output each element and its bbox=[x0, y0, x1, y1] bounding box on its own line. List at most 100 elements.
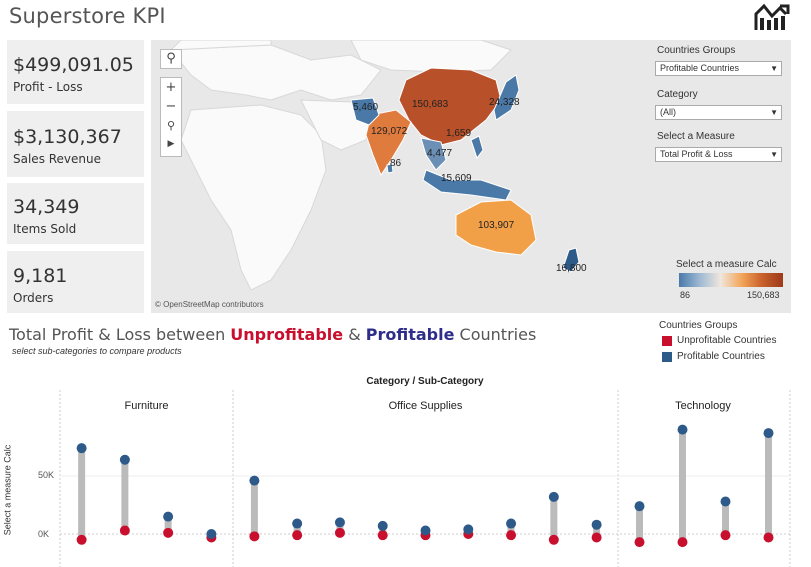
section-subtitle: select sub-categories to compare product… bbox=[12, 346, 182, 356]
groups-legend-profitable[interactable]: Profitable Countries bbox=[677, 351, 765, 362]
category-technology: Technology bbox=[675, 400, 731, 412]
category-furniture: Furniture bbox=[124, 400, 169, 412]
chevron-down-icon: ▼ bbox=[770, 64, 778, 73]
profitable-point bbox=[377, 520, 388, 531]
category-label: Category bbox=[657, 89, 698, 100]
title-profitable: Profitable bbox=[365, 325, 455, 344]
kpi-value: 34,349 bbox=[13, 196, 80, 218]
unprofitable-point bbox=[506, 530, 517, 541]
title-unprofitable: Unprofitable bbox=[230, 325, 344, 344]
y-tick-0k: 0K bbox=[38, 529, 50, 539]
kpi-label: Orders bbox=[13, 291, 54, 305]
unprofitable-point bbox=[548, 534, 559, 545]
profitable-point bbox=[249, 475, 260, 486]
map-label-china: 150,683 bbox=[412, 99, 449, 110]
unprofitable-point bbox=[720, 530, 731, 541]
profitable-point bbox=[548, 491, 559, 502]
category-dropdown[interactable]: (All) ▼ bbox=[655, 105, 782, 120]
profitable-point bbox=[206, 529, 217, 539]
kpi-label: Items Sold bbox=[13, 222, 77, 236]
map-legend-max: 150,683 bbox=[747, 290, 780, 300]
groups-legend-title: Countries Groups bbox=[659, 320, 738, 331]
groups-legend-unprofitable[interactable]: Unprofitable Countries bbox=[677, 335, 777, 346]
zoom-out-icon[interactable]: − bbox=[165, 99, 177, 114]
play-icon[interactable]: ▶ bbox=[167, 139, 175, 149]
section-title: Total Profit & Loss between Unprofitable… bbox=[9, 325, 536, 344]
dropdown-value: (All) bbox=[660, 107, 676, 117]
kpi-orders: 9,181 Orders bbox=[7, 251, 144, 313]
map-label-sri-lanka: 86 bbox=[390, 158, 402, 169]
profitable-point bbox=[720, 496, 731, 507]
chart-logo-icon bbox=[754, 3, 790, 30]
map-search-button[interactable]: ⚲ bbox=[160, 49, 182, 69]
unprofitable-point bbox=[591, 532, 602, 543]
kpi-label: Sales Revenue bbox=[13, 152, 102, 166]
countries-groups-label: Countries Groups bbox=[657, 45, 736, 56]
kpi-items-sold: 34,349 Items Sold bbox=[7, 183, 144, 244]
profitable-point bbox=[763, 428, 774, 439]
kpi-value: 9,181 bbox=[13, 265, 68, 287]
chevron-down-icon: ▼ bbox=[770, 150, 778, 159]
world-map[interactable] bbox=[151, 40, 791, 313]
map-label-australia: 103,907 bbox=[478, 220, 515, 231]
title-amp: & bbox=[343, 325, 366, 344]
profitable-point bbox=[677, 424, 688, 435]
unprofitable-point bbox=[763, 532, 774, 543]
countries-groups-dropdown[interactable]: Profitable Countries ▼ bbox=[655, 61, 782, 76]
kpi-value: $499,091.05 bbox=[13, 54, 134, 76]
unprofitable-point bbox=[634, 537, 645, 548]
map-label-japan: 24,328 bbox=[489, 97, 520, 108]
map-label-new-zealand: 16,800 bbox=[556, 263, 587, 274]
y-tick-50k: 50K bbox=[38, 470, 55, 480]
profitable-point bbox=[634, 501, 645, 512]
zoom-in-icon[interactable]: + bbox=[165, 80, 177, 95]
dashboard-title: Superstore KPI bbox=[9, 4, 166, 28]
kpi-value: $3,130,367 bbox=[13, 126, 122, 148]
profitable-swatch[interactable] bbox=[662, 352, 672, 362]
profitable-point bbox=[334, 517, 345, 528]
unprofitable-point bbox=[76, 534, 87, 545]
pin-icon[interactable]: ⚲ bbox=[166, 119, 176, 132]
map-legend-min: 86 bbox=[680, 290, 691, 300]
unprofitable-point bbox=[119, 525, 130, 536]
map-attribution: © OpenStreetMap contributors bbox=[155, 300, 264, 309]
profitable-point bbox=[76, 443, 87, 454]
map-label-pakistan: 5,460 bbox=[353, 102, 379, 113]
map-canvas bbox=[169, 40, 580, 291]
unprofitable-point bbox=[677, 537, 688, 548]
search-icon: ⚲ bbox=[166, 51, 176, 66]
kpi-profit-loss: $499,091.05 Profit - Loss bbox=[7, 40, 144, 104]
map-color-scale bbox=[679, 273, 783, 287]
map-label-philippines: 1,659 bbox=[446, 128, 472, 139]
measure-dropdown[interactable]: Total Profit & Loss ▼ bbox=[655, 147, 782, 162]
measure-label: Select a Measure bbox=[657, 131, 735, 142]
dropdown-value: Total Profit & Loss bbox=[660, 149, 733, 159]
chevron-down-icon: ▼ bbox=[770, 108, 778, 117]
title-suffix: Countries bbox=[454, 325, 537, 344]
map-label-indonesia: 15,609 bbox=[441, 173, 472, 184]
title-prefix: Total Profit & Loss between bbox=[9, 325, 231, 344]
profitable-point bbox=[292, 518, 303, 529]
dropdown-value: Profitable Countries bbox=[660, 63, 740, 73]
unprofitable-point bbox=[249, 531, 260, 542]
unprofitable-swatch[interactable] bbox=[662, 336, 672, 346]
map-toolbar: + − ⚲ ▶ bbox=[160, 77, 182, 157]
map-label-india: 129,072 bbox=[371, 126, 408, 137]
unprofitable-point bbox=[334, 527, 345, 538]
chart-header: Category / Sub-Category bbox=[366, 376, 484, 387]
unprofitable-point bbox=[163, 527, 174, 538]
map-legend-title: Select a measure Calc bbox=[676, 259, 777, 270]
category-office-supplies: Office Supplies bbox=[388, 400, 463, 412]
unprofitable-point bbox=[292, 530, 303, 541]
kpi-sales-revenue: $3,130,367 Sales Revenue bbox=[7, 111, 144, 177]
profitable-point bbox=[119, 454, 130, 465]
profitable-point bbox=[463, 524, 474, 535]
profitable-point bbox=[591, 519, 602, 530]
profitable-point bbox=[506, 518, 517, 529]
profitable-point bbox=[420, 525, 431, 536]
dumbbell-chart[interactable] bbox=[0, 390, 811, 567]
map-label-se-asia: 4,477 bbox=[427, 148, 453, 159]
kpi-label: Profit - Loss bbox=[13, 80, 83, 94]
unprofitable-point bbox=[377, 530, 388, 541]
profitable-point bbox=[163, 511, 174, 522]
